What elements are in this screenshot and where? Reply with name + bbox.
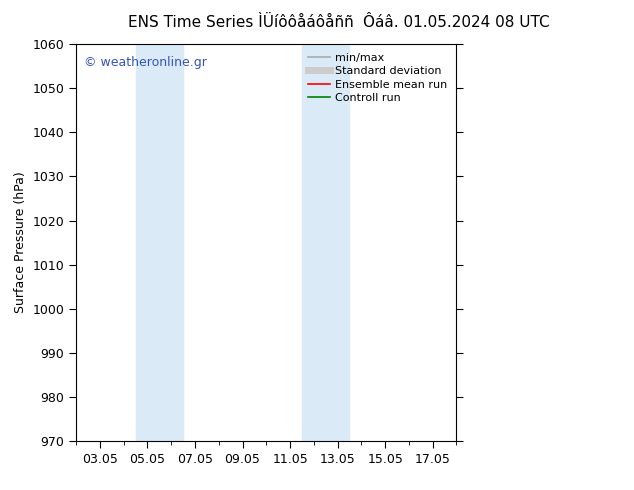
Text: ENS Time Series ÌÜíôôåáôåññ: ENS Time Series ÌÜíôôåáôåññ <box>128 15 354 30</box>
Bar <box>136 44 183 441</box>
Bar <box>302 44 349 441</box>
Text: Ôáâ. 01.05.2024 08 UTC: Ôáâ. 01.05.2024 08 UTC <box>363 15 550 30</box>
Y-axis label: Surface Pressure (hPa): Surface Pressure (hPa) <box>14 172 27 314</box>
Text: © weatheronline.gr: © weatheronline.gr <box>84 56 207 69</box>
Legend: min/max, Standard deviation, Ensemble mean run, Controll run: min/max, Standard deviation, Ensemble me… <box>304 49 451 106</box>
